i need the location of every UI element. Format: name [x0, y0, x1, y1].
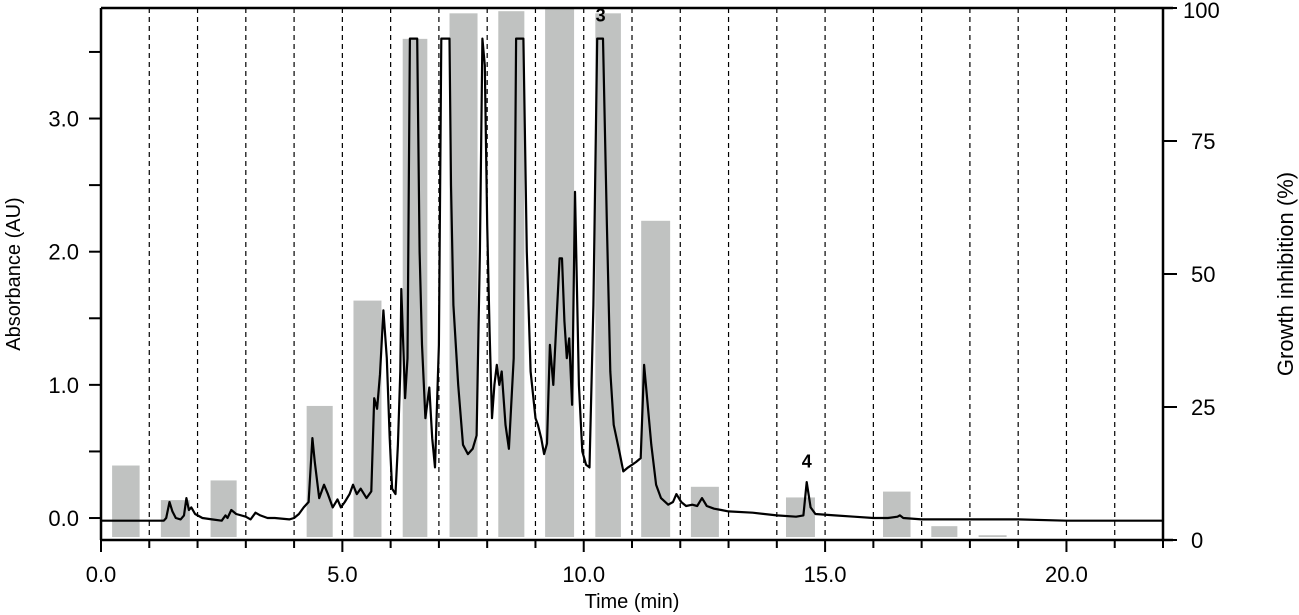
x-tick-label: 15.0 — [804, 562, 847, 587]
inhibition-bar — [498, 11, 525, 537]
x-axis-title: Time (min) — [585, 591, 680, 613]
x-tick-label: 10.0 — [562, 562, 605, 587]
y-left-tick-label: 2.0 — [48, 240, 79, 265]
y-right-tick-label: 25 — [1191, 395, 1215, 420]
inhibition-bar — [353, 300, 382, 537]
peak-label: 3 — [596, 5, 606, 25]
y-left-tick-label: 3.0 — [48, 107, 79, 132]
inhibition-bar — [883, 491, 911, 537]
x-tick-label: 20.0 — [1045, 562, 1088, 587]
y-right-tick-label: 100 — [1183, 0, 1220, 23]
inhibition-bar — [978, 535, 1007, 537]
y-right-tick-label: 0 — [1191, 528, 1203, 553]
y-right-tick-label: 75 — [1191, 129, 1215, 154]
absorbance-line — [99, 37, 1165, 522]
inhibition-bar — [690, 486, 719, 537]
peak-label: 4 — [802, 451, 812, 471]
inhibition-bar — [931, 526, 958, 537]
inhibition-bar — [112, 465, 140, 537]
y-axis-right-title: Growth inhibition (%) — [1273, 172, 1298, 376]
axis-ticks: 0.0 5.0 10.0 15.0 20.0 0.0 1.0 2.0 3.0 0 25 50 75 100 — [48, 0, 1219, 587]
inhibition-bar — [210, 480, 237, 537]
y-right-tick-label: 50 — [1191, 262, 1215, 287]
y-axis-left-title: Absorbance (AU) — [3, 197, 25, 350]
peak-annotations: 34 — [596, 5, 812, 471]
x-tick-label: 0.0 — [86, 562, 117, 587]
y-left-tick-label: 1.0 — [48, 373, 79, 398]
inhibition-bar — [402, 38, 428, 538]
y-left-tick-label: 0.0 — [48, 506, 79, 531]
x-tick-label: 5.0 — [327, 562, 358, 587]
absorbance-trace — [99, 37, 1165, 522]
